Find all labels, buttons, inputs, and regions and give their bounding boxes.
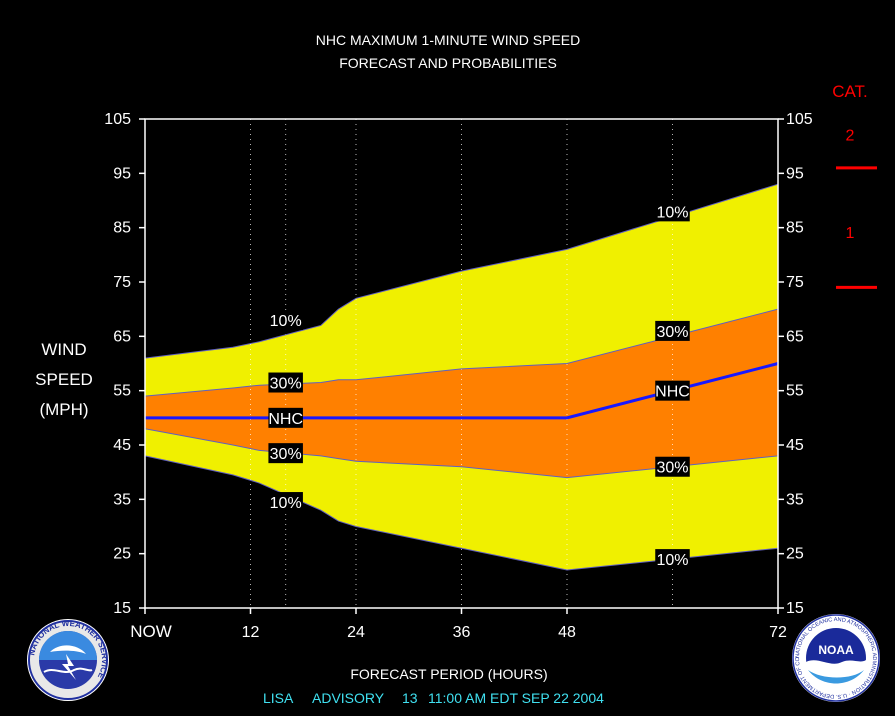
series-label-bg bbox=[655, 201, 690, 222]
series-label-bg bbox=[268, 372, 303, 393]
series-line-30-upper bbox=[144, 308, 779, 397]
series-label-nhc: NHC bbox=[268, 407, 303, 428]
series-label-text: NHC bbox=[268, 411, 303, 428]
series-label-bg bbox=[655, 320, 690, 341]
series-lines bbox=[144, 183, 779, 571]
series-label-10pct: 10% bbox=[655, 549, 690, 570]
y-tick-label-right: 15 bbox=[786, 600, 804, 617]
footer-advisory: LISA ADVISORY 13 11:00 AM EDT SEP 22 200… bbox=[263, 690, 604, 706]
y-tick-label-right: 45 bbox=[786, 437, 804, 454]
y-tick-label-right: 85 bbox=[786, 220, 804, 237]
nws-logo: NATIONAL WEATHER SERVICE bbox=[27, 619, 109, 701]
chart-subtitle: FORECAST AND PROBABILITIES bbox=[339, 55, 557, 71]
y-tick-label-left: 65 bbox=[113, 328, 131, 345]
series-label-30pct: 30% bbox=[655, 456, 690, 477]
y-tick-label-left: 95 bbox=[113, 165, 131, 182]
series-label-10pct: 10% bbox=[655, 201, 690, 222]
y-tick-label-left: 15 bbox=[113, 600, 131, 617]
series-label-text: 10% bbox=[270, 313, 302, 330]
y-tick-label-left: 55 bbox=[113, 383, 131, 400]
y-tick-label-right: 35 bbox=[786, 491, 804, 508]
y-axis-label-line3: (MPH) bbox=[39, 400, 88, 419]
series-label-bg bbox=[655, 549, 690, 570]
footer-storm-name: LISA bbox=[263, 690, 294, 706]
series-label-bg bbox=[268, 492, 303, 513]
series-label-text: 10% bbox=[656, 552, 688, 569]
y-tick-label-left: 105 bbox=[104, 111, 131, 128]
series-label-text: 10% bbox=[656, 204, 688, 221]
series-line-10-upper bbox=[144, 183, 779, 359]
plot-area bbox=[145, 184, 778, 570]
series-label-30pct: 30% bbox=[268, 443, 303, 464]
y-axis-label-line2: SPEED bbox=[35, 370, 93, 389]
y-tick-label-left: 35 bbox=[113, 491, 131, 508]
y-tick-label-right: 55 bbox=[786, 383, 804, 400]
y-tick-label-left: 85 bbox=[113, 220, 131, 237]
y-tick-label-right: 105 bbox=[786, 111, 813, 128]
footer-advisory-number: 13 bbox=[402, 690, 418, 706]
y-tick-label-right: 65 bbox=[786, 328, 804, 345]
x-tick-label: NOW bbox=[130, 622, 172, 641]
series-labels: 10% 30% NHC 30% 10% 10% 30% NHC 30% 10% bbox=[268, 201, 690, 570]
series-label-bg bbox=[655, 456, 690, 477]
x-tick-label: 24 bbox=[347, 624, 365, 641]
y-axis-label-line1: WIND bbox=[41, 340, 86, 359]
series-label-bg bbox=[655, 380, 690, 401]
band-30-percent bbox=[145, 309, 778, 478]
chart-title: NHC MAXIMUM 1-MINUTE WIND SPEED bbox=[316, 32, 580, 48]
y-tick-label-right: 75 bbox=[786, 274, 804, 291]
series-label-bg bbox=[268, 407, 303, 428]
y-tick-label-left: 25 bbox=[113, 546, 131, 563]
series-label-bg bbox=[268, 443, 303, 464]
x-tick-label: 72 bbox=[769, 624, 787, 641]
series-label-text: NHC bbox=[655, 384, 690, 401]
series-label-text: 30% bbox=[656, 324, 688, 341]
x-axis-label: FORECAST PERIOD (HOURS) bbox=[350, 666, 547, 682]
category-header: CAT. bbox=[832, 82, 868, 101]
y-tick-label-left: 45 bbox=[113, 437, 131, 454]
x-tick-label: 48 bbox=[558, 624, 576, 641]
series-label-nhc: NHC bbox=[655, 380, 690, 401]
series-label-30pct: 30% bbox=[655, 320, 690, 341]
series-label-30pct: 30% bbox=[268, 372, 303, 393]
x-tick-label: 36 bbox=[453, 624, 471, 641]
axes: 15 15 25 25 35 35 45 45 55 55 65 65 75 75 85 85 95 95 105 1… bbox=[104, 111, 813, 641]
noaa-logo-text: NOAA bbox=[818, 643, 854, 657]
footer-advisory-label: ADVISORY bbox=[312, 690, 385, 706]
y-tick-label-left: 75 bbox=[113, 274, 131, 291]
series-label-text: 10% bbox=[270, 495, 302, 512]
y-tick-label-right: 95 bbox=[786, 165, 804, 182]
series-label-text: 30% bbox=[270, 376, 302, 393]
series-label-10pct: 10% bbox=[268, 492, 303, 513]
noaa-logo: NOAA NATIONAL OCEANIC AND ATMOSPHERIC AD… bbox=[792, 614, 880, 702]
series-label-text: 30% bbox=[656, 460, 688, 477]
series-label-text: 30% bbox=[270, 446, 302, 463]
category-label: 1 bbox=[846, 225, 855, 242]
category-scale: CAT. 2 1 bbox=[832, 82, 877, 289]
category-label: 2 bbox=[846, 127, 855, 144]
x-tick-label: 12 bbox=[242, 624, 260, 641]
series-label-10pct: 10% bbox=[268, 310, 303, 331]
y-tick-label-right: 25 bbox=[786, 546, 804, 563]
series-line-30-lower bbox=[144, 428, 779, 479]
series-line-10-lower bbox=[144, 455, 779, 571]
footer-datetime: 11:00 AM EDT SEP 22 2004 bbox=[428, 690, 604, 706]
series-label-bg bbox=[268, 310, 303, 331]
